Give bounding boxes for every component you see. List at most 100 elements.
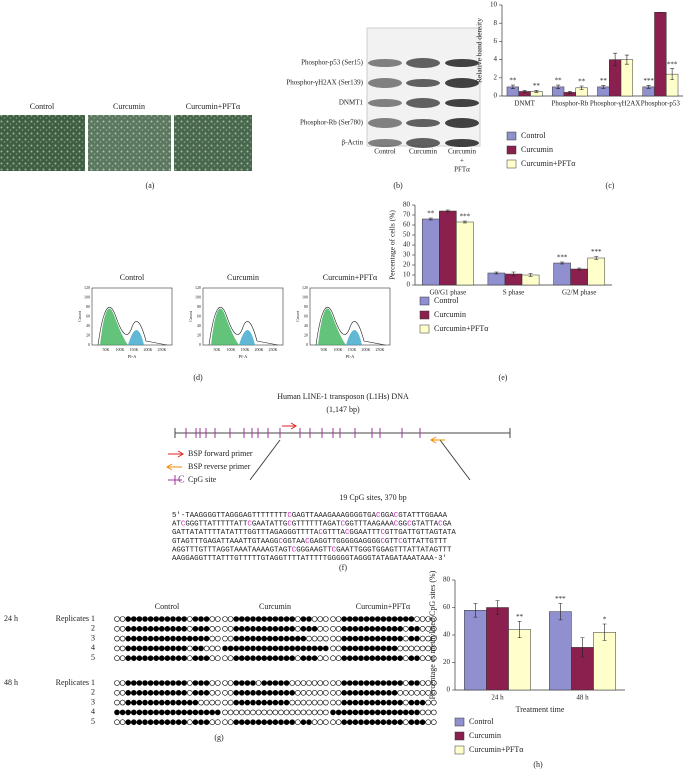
cpg-dot	[341, 635, 348, 642]
error-bar	[602, 623, 607, 641]
cpg-dot	[363, 699, 370, 706]
cpg-dot	[414, 680, 420, 686]
cpg-dot	[136, 709, 143, 716]
cpg-dot	[222, 680, 228, 686]
cpg-dot	[131, 709, 137, 716]
cpg-dot	[380, 719, 387, 726]
cpg-dot	[369, 635, 376, 642]
cpg-dot	[175, 655, 182, 662]
cpg-dot	[317, 709, 324, 716]
y-tick-label: 20	[443, 658, 451, 666]
cpg-dot	[215, 680, 221, 686]
cpg-dot	[233, 635, 239, 642]
cpg-dot	[289, 719, 296, 726]
y-tick-label: 0	[447, 686, 451, 694]
cpg-dot	[261, 635, 268, 642]
axis-title: Count	[295, 310, 300, 322]
x-tick-label: 200K	[144, 347, 153, 352]
cpg-dot	[125, 635, 131, 642]
cpg-dot	[119, 655, 126, 662]
cpg-dot	[261, 616, 268, 622]
cpg-dot	[209, 689, 215, 696]
cpg-dot	[239, 625, 245, 632]
cpg-dot	[408, 625, 415, 632]
cpg-dot	[187, 645, 193, 652]
cpg-dot	[414, 625, 420, 632]
cpg-dot	[125, 680, 131, 686]
cpg-dot	[250, 616, 256, 622]
cpg-dot	[142, 645, 148, 652]
cpg-dot	[380, 689, 387, 696]
y-tick-label: 100	[84, 294, 90, 299]
cpg-dot	[255, 699, 262, 706]
cpg-dot	[335, 635, 342, 642]
cpg-dot	[181, 680, 187, 686]
cpg-dot	[222, 655, 228, 662]
cpg-dot	[322, 616, 329, 622]
cpg-dot	[272, 625, 279, 632]
bar	[570, 268, 588, 286]
axis-title: Count	[188, 310, 193, 322]
cpg-dot	[289, 709, 296, 716]
bar	[464, 610, 487, 691]
cpg-dot	[147, 699, 154, 706]
replicate-label: 2	[91, 688, 95, 697]
cpg-dot	[408, 699, 415, 706]
cpg-dot	[300, 635, 307, 642]
cpg-dot	[408, 616, 415, 622]
cpg-dot	[430, 699, 437, 706]
cpg-dot	[198, 655, 204, 662]
cpg-dot	[142, 635, 148, 642]
cpg-ticks	[185, 428, 421, 438]
cpg-dot	[374, 709, 381, 716]
cpg-dot	[119, 635, 126, 642]
cpg-dot	[300, 616, 307, 622]
cpg-dot	[250, 635, 256, 642]
cpg-dot	[147, 680, 154, 686]
y-tick-label: 0	[199, 342, 201, 347]
x-tick-label: 150K	[130, 347, 139, 352]
legend-swatch	[506, 145, 517, 155]
cpg-dot	[244, 689, 251, 696]
cpg-dot	[317, 655, 324, 662]
legend-label: Curcumin+PFTα	[521, 159, 576, 168]
cpg-dot	[430, 655, 437, 662]
cpg-dot	[198, 709, 204, 716]
cpg-dot	[250, 655, 256, 662]
cpg-dot	[386, 616, 392, 622]
error-bar	[579, 85, 584, 90]
cpg-dot	[164, 689, 171, 696]
cpg-dot	[352, 689, 359, 696]
cpg-dot	[289, 625, 296, 632]
cpg-dot	[352, 655, 359, 662]
cpg-dot	[170, 655, 176, 662]
x-tick-label: Phosphor-γH2AX	[590, 100, 640, 108]
cpg-dot	[203, 625, 210, 632]
significance-mark: ***	[591, 248, 602, 256]
cpg-dot	[255, 635, 262, 642]
cpg-dot	[397, 625, 404, 632]
cpg-dot	[341, 719, 348, 726]
significance-mark: ***	[643, 77, 654, 85]
y-tick-label: 4	[494, 55, 498, 63]
cpg-dot	[278, 699, 284, 706]
cpg-dot	[391, 719, 398, 726]
cpg-dot	[181, 635, 187, 642]
cpg-dot	[244, 616, 251, 622]
cpg-dot	[170, 625, 176, 632]
blot-band	[406, 138, 440, 148]
cpg-dot	[352, 719, 359, 726]
cpg-dot	[239, 645, 245, 652]
replicate-label: 5	[91, 717, 95, 726]
cpg-dot	[209, 699, 215, 706]
cpg-dot	[114, 689, 120, 696]
cpg-dot	[369, 625, 376, 632]
cpg-dot	[136, 680, 143, 686]
blot-band	[368, 99, 402, 107]
cpg-dot	[181, 719, 187, 726]
protein-label: DNMT1	[339, 99, 364, 107]
cpg-dot	[289, 655, 296, 662]
cpg-symbol: C	[178, 474, 185, 485]
cpg-dot	[380, 625, 387, 632]
